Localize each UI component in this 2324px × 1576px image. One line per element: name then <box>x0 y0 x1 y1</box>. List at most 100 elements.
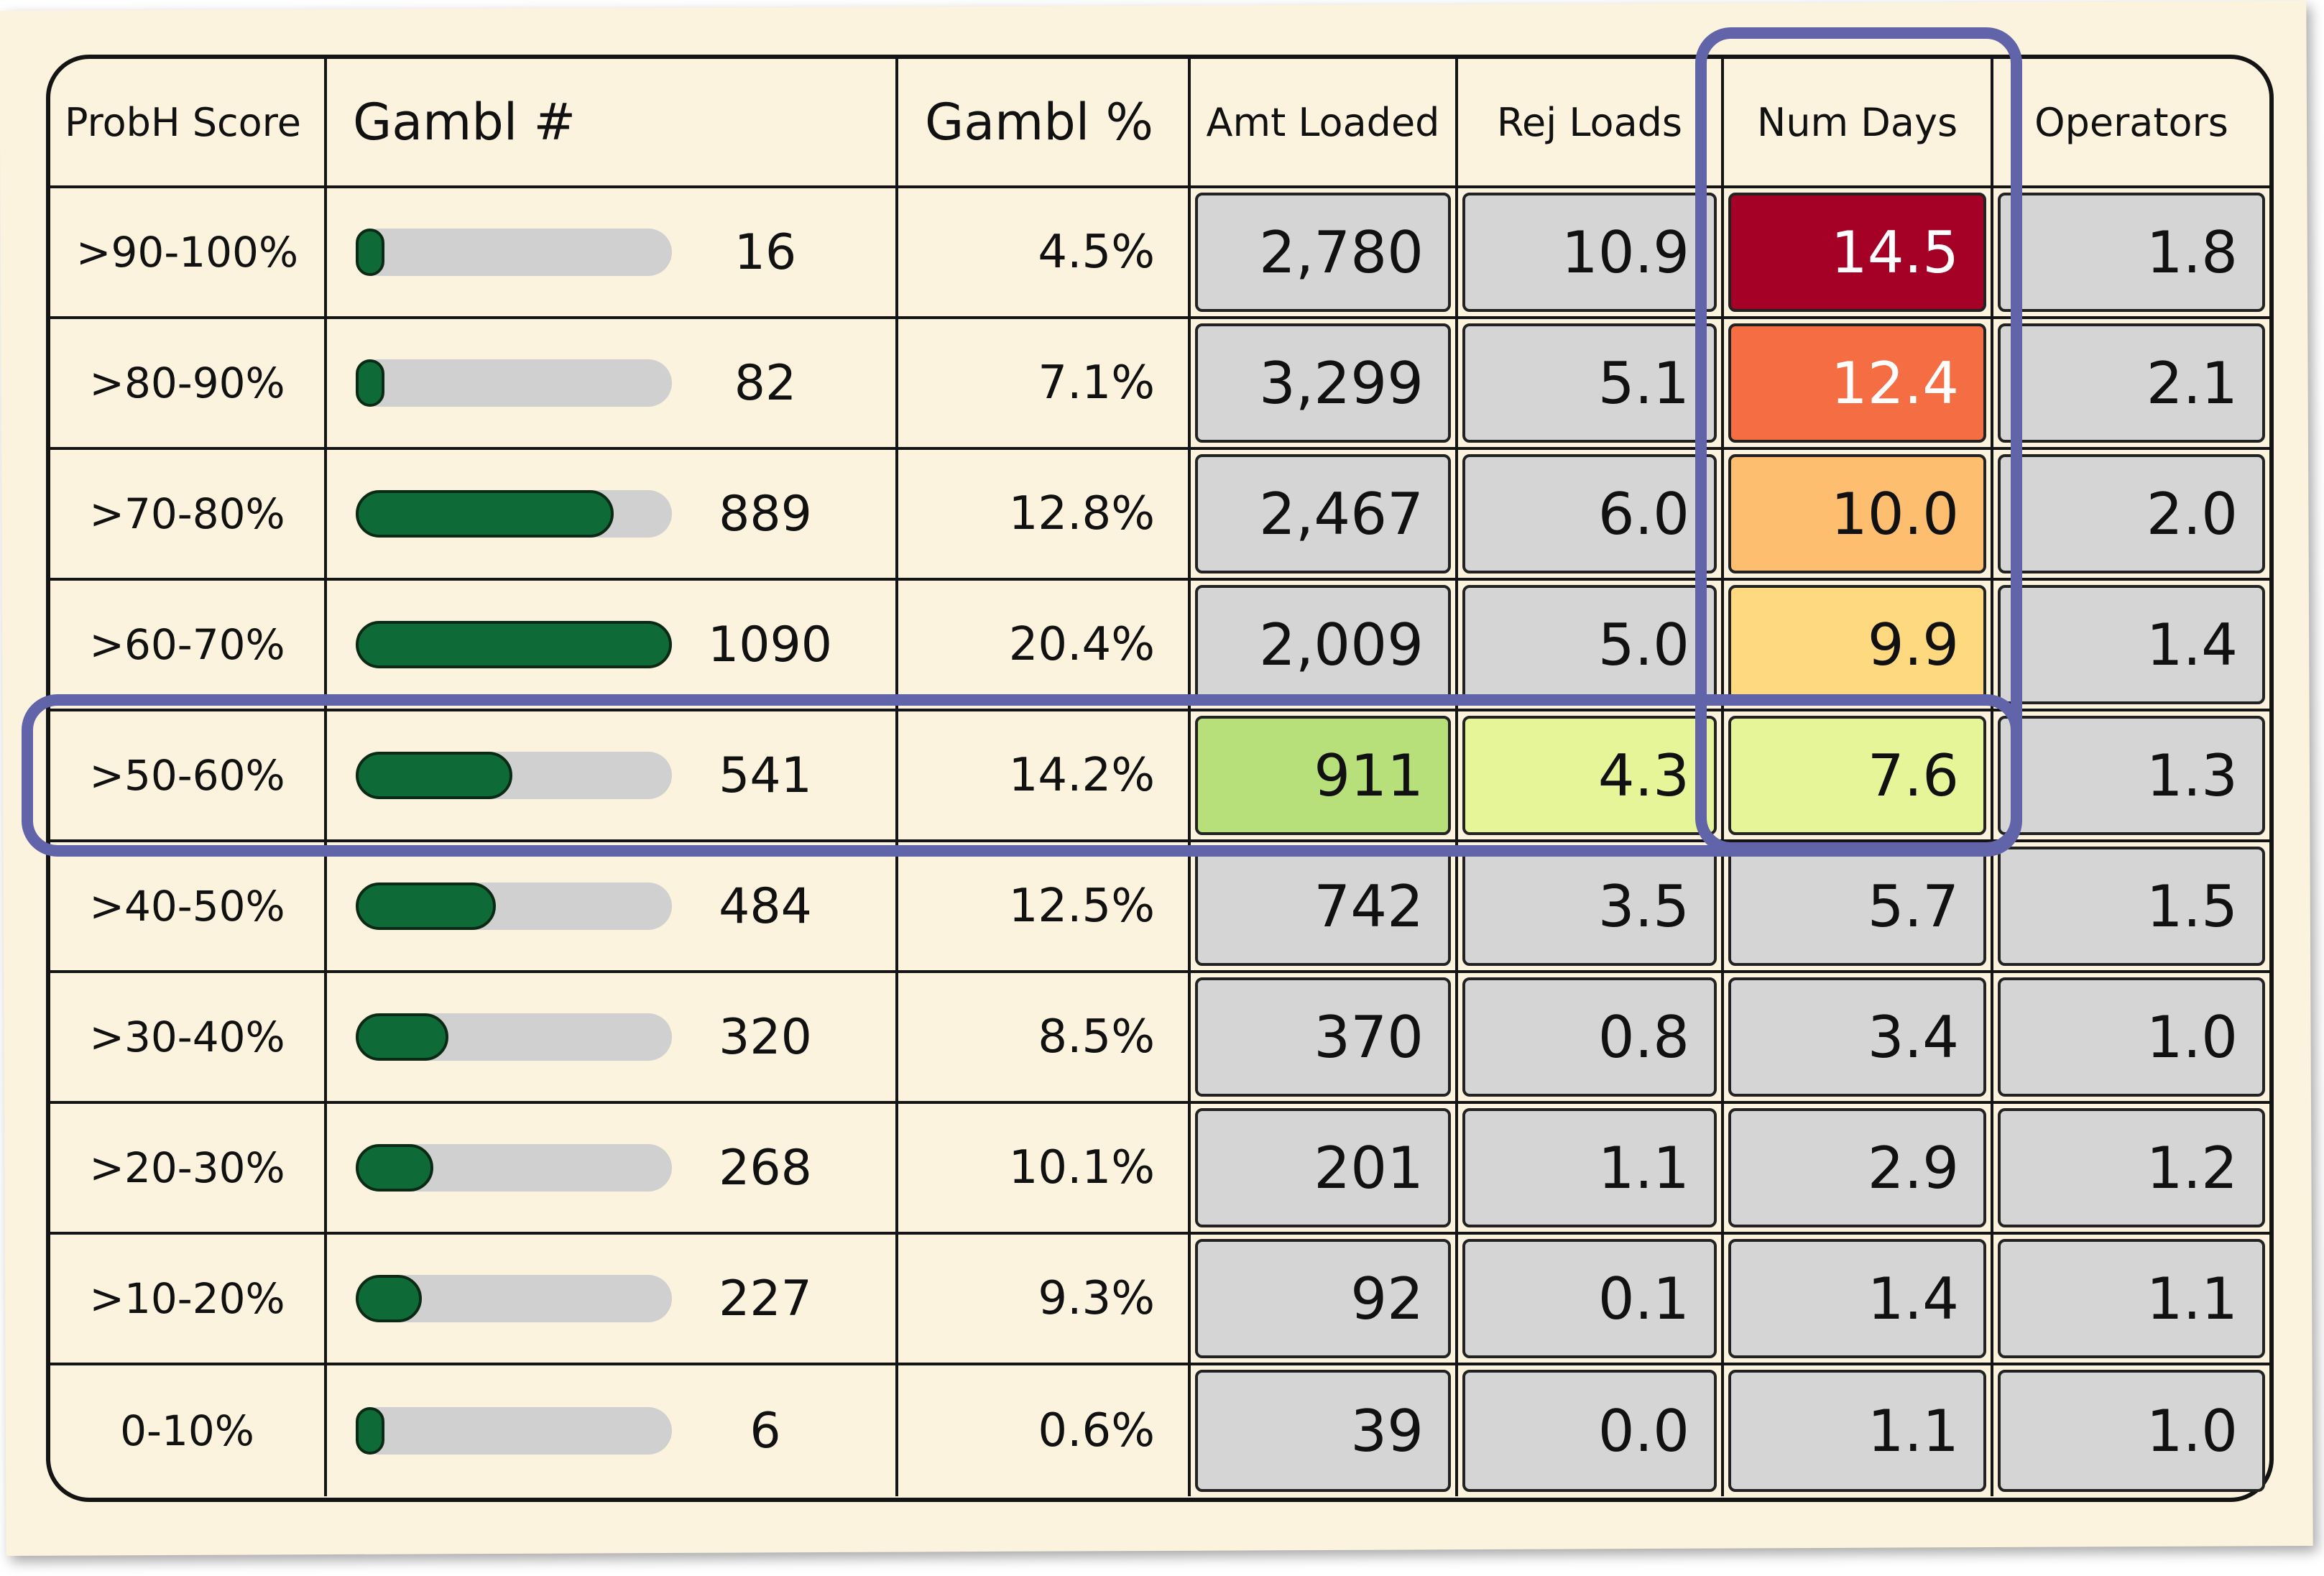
num-days-cell: 3.4 <box>1728 977 1986 1097</box>
operators-cell: 2.0 <box>1998 454 2265 573</box>
rej-loads-cell: 5.0 <box>1462 585 1717 704</box>
rej-loads-cell: 10.9 <box>1462 193 1717 312</box>
gambl-count-cell: 16 <box>327 188 898 319</box>
rej-loads-cell-wrap: 1.1 <box>1458 1104 1724 1235</box>
amt-loaded-cell-wrap: 911 <box>1191 711 1458 842</box>
bar-fill <box>356 1144 433 1192</box>
gambl-count-label: 268 <box>719 1139 812 1197</box>
bar-fill <box>356 883 496 930</box>
operators-cell-wrap: 1.1 <box>1993 1235 2269 1365</box>
gambl-pct-cell: 14.2% <box>898 711 1191 842</box>
gambl-pct-cell: 12.5% <box>898 842 1191 973</box>
gambl-pct-cell: 10.1% <box>898 1104 1191 1235</box>
gambl-pct-cell: 4.5% <box>898 188 1191 319</box>
gambl-count-label: 227 <box>719 1270 812 1327</box>
amt-loaded-cell-wrap: 92 <box>1191 1235 1458 1365</box>
score-cell: >90-100% <box>50 188 327 319</box>
operators-cell-wrap: 1.0 <box>1993 1365 2269 1496</box>
num-days-cell: 5.7 <box>1728 847 1986 966</box>
bar-fill <box>356 621 672 668</box>
gambl-pct-cell: 8.5% <box>898 973 1191 1104</box>
column-header-score: ProbH Score <box>50 59 327 188</box>
amt-loaded-cell-wrap: 2,780 <box>1191 188 1458 319</box>
bar-fill <box>356 359 384 407</box>
amt-loaded-cell: 742 <box>1195 847 1451 966</box>
gambl-count-label: 889 <box>719 485 812 543</box>
num-days-cell: 9.9 <box>1728 585 1986 704</box>
score-cell: >10-20% <box>50 1235 327 1365</box>
gambl-count-cell: 320 <box>327 973 898 1104</box>
gambl-count-label: 1090 <box>708 616 833 673</box>
table-grid: ProbH Score Gambl # Gambl % Amt Loaded Rej L… <box>50 59 2269 1498</box>
score-cell: >30-40% <box>50 973 327 1104</box>
rej-loads-cell-wrap: 0.8 <box>1458 973 1724 1104</box>
bar-track <box>356 1144 672 1192</box>
num-days-cell-wrap: 9.9 <box>1724 581 1993 711</box>
column-header-rej-loads: Rej Loads <box>1458 59 1724 188</box>
amt-loaded-cell: 2,467 <box>1195 454 1451 573</box>
score-cell: >80-90% <box>50 319 327 450</box>
bar-fill <box>356 490 614 538</box>
gambl-count-cell: 541 <box>327 711 898 842</box>
amt-loaded-cell-wrap: 39 <box>1191 1365 1458 1496</box>
bar-fill <box>356 1013 448 1061</box>
num-days-cell: 2.9 <box>1728 1108 1986 1227</box>
rej-loads-cell-wrap: 10.9 <box>1458 188 1724 319</box>
operators-cell-wrap: 1.5 <box>1993 842 2269 973</box>
amt-loaded-cell: 2,009 <box>1195 585 1451 704</box>
gambl-count-cell: 484 <box>327 842 898 973</box>
operators-cell-wrap: 1.3 <box>1993 711 2269 842</box>
operators-cell: 1.3 <box>1998 716 2265 835</box>
rej-loads-cell: 0.1 <box>1462 1239 1717 1358</box>
gambl-pct-cell: 7.1% <box>898 319 1191 450</box>
operators-cell-wrap: 1.0 <box>1993 973 2269 1104</box>
column-header-gambl: Gambl # <box>327 59 898 188</box>
gambl-pct-cell: 0.6% <box>898 1365 1191 1496</box>
operators-cell: 1.0 <box>1998 977 2265 1097</box>
num-days-cell: 12.4 <box>1728 323 1986 443</box>
num-days-cell-wrap: 1.4 <box>1724 1235 1993 1365</box>
amt-loaded-cell-wrap: 742 <box>1191 842 1458 973</box>
score-cell: >40-50% <box>50 842 327 973</box>
amt-loaded-cell: 39 <box>1195 1370 1451 1492</box>
num-days-cell: 14.5 <box>1728 193 1986 312</box>
bar-track <box>356 1275 672 1322</box>
column-header-amt-loaded: Amt Loaded <box>1191 59 1458 188</box>
num-days-cell-wrap: 2.9 <box>1724 1104 1993 1235</box>
operators-cell-wrap: 2.0 <box>1993 450 2269 581</box>
num-days-cell-wrap: 1.1 <box>1724 1365 1993 1496</box>
gambl-count-cell: 1090 <box>327 581 898 711</box>
rej-loads-cell-wrap: 6.0 <box>1458 450 1724 581</box>
gambl-count-cell: 82 <box>327 319 898 450</box>
bar-track <box>356 490 672 538</box>
operators-cell-wrap: 1.8 <box>1993 188 2269 319</box>
bar-track <box>356 883 672 930</box>
bar-track <box>356 1407 672 1455</box>
rej-loads-cell: 5.1 <box>1462 323 1717 443</box>
num-days-cell: 1.1 <box>1728 1370 1986 1492</box>
rej-loads-cell: 0.0 <box>1462 1370 1717 1492</box>
rej-loads-cell-wrap: 5.0 <box>1458 581 1724 711</box>
data-table: ProbH Score Gambl # Gambl % Amt Loaded Rej L… <box>22 27 2274 1502</box>
bar-fill <box>356 1275 422 1322</box>
amt-loaded-cell: 2,780 <box>1195 193 1451 312</box>
operators-cell-wrap: 1.2 <box>1993 1104 2269 1235</box>
rej-loads-cell: 1.1 <box>1462 1108 1717 1227</box>
bar-track <box>356 621 672 668</box>
amt-loaded-cell-wrap: 2,009 <box>1191 581 1458 711</box>
gambl-count-cell: 268 <box>327 1104 898 1235</box>
gambl-count-label: 6 <box>750 1402 781 1460</box>
gambl-count-label: 484 <box>719 877 812 935</box>
amt-loaded-cell: 370 <box>1195 977 1451 1097</box>
operators-cell: 1.8 <box>1998 193 2265 312</box>
amt-loaded-cell: 911 <box>1195 716 1451 835</box>
operators-cell-wrap: 1.4 <box>1993 581 2269 711</box>
rej-loads-cell-wrap: 5.1 <box>1458 319 1724 450</box>
column-header-operators: Operators <box>1993 59 2269 188</box>
amt-loaded-cell: 3,299 <box>1195 323 1451 443</box>
score-cell: >70-80% <box>50 450 327 581</box>
score-cell: >50-60% <box>50 711 327 842</box>
operators-cell: 1.1 <box>1998 1239 2265 1358</box>
amt-loaded-cell: 201 <box>1195 1108 1451 1227</box>
rej-loads-cell-wrap: 0.0 <box>1458 1365 1724 1496</box>
